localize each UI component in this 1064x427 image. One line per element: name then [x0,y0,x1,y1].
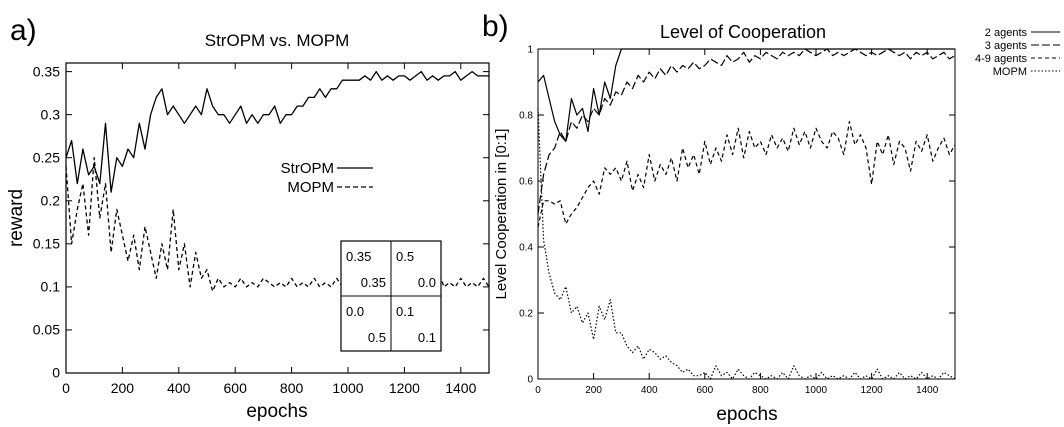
legend-b-entry-label: MOPM [993,66,1027,78]
chart-b-x-axis: 0 200 400 600 800 1000 1200 1400 [535,49,939,396]
series-line-mopm [537,108,956,380]
y-tick-label: 0.25 [33,149,60,165]
y-tick-label: 1 [527,44,533,55]
series-line-mopm [65,157,490,292]
chart-a-x-label: epochs [246,401,307,422]
payoff-cell-bottom: 0.1 [418,330,436,345]
y-tick-label: 0 [527,374,533,385]
panel-b: b) Level of Cooperation 0 0.2 0.4 0.6 0.8 1 0… [482,10,1060,425]
x-tick-label: 1200 [389,380,420,396]
payoff-cell-top: 0.1 [396,304,414,319]
y-tick-label: 0.05 [33,322,60,338]
chart-a-x-axis: 0 200 400 600 800 1000 1200 1400 [62,63,477,396]
x-tick-label: 1200 [860,385,883,396]
x-tick-label: 1000 [332,380,363,396]
legend-b-entry-label: 3 agents [985,40,1028,52]
payoff-cell-top: 0.0 [346,304,364,319]
chart-a-y-axis: 0 0.05 0.1 0.15 0.2 0.25 0.3 0.35 [33,63,489,381]
chart-a-y-label: reward [6,189,27,247]
payoff-cell-bottom: 0.35 [361,275,386,290]
y-tick-label: 0.8 [519,110,533,121]
y-tick-label: 0 [52,365,60,381]
chart-b-x-label: epochs [716,404,777,425]
chart-a-title: StrOPM vs. MOPM [205,31,350,50]
chart-b-plot-frame [537,48,956,380]
x-tick-label: 800 [752,385,769,396]
y-tick-label: 0.2 [41,192,61,208]
y-tick-label: 0.3 [41,106,61,122]
y-tick-label: 0.6 [519,176,533,187]
x-tick-label: 0 [62,380,70,396]
x-tick-label: 400 [641,385,658,396]
x-tick-label: 400 [167,380,191,396]
chart-b-title: Level of Cooperation [660,22,826,42]
payoff-inset: 0.35 0.35 0.5 0.0 0.0 0.5 0.1 0.1 [340,240,442,352]
series-line-4-9-agents [537,120,956,228]
x-tick-label: 600 [696,385,713,396]
y-tick-label: 0.15 [33,236,60,252]
x-tick-label: 200 [111,380,135,396]
legend-b-entry-label: 4-9 agents [975,53,1027,65]
x-tick-label: 1400 [916,385,939,396]
panel-a: a) StrOPM vs. MOPM 0 0.05 0.1 0.15 0.2 0.25 0.… [6,14,490,422]
chart-a-plot-frame [65,62,490,374]
chart-b-y-label: Level Cooperation in [0:1] [493,129,510,300]
chart-b-legend: 2 agents 3 agents 4-9 agents MOPM [975,27,1060,78]
chart-a-legend: StrOPM MOPM [281,160,373,196]
series-line-2-agents [537,48,955,142]
series-line-3-agents [537,48,956,215]
payoff-cell-bottom: 0.0 [418,275,436,290]
chart-b-y-axis: 0 0.2 0.4 0.6 0.8 1 [519,44,955,385]
payoff-cell-top: 0.5 [396,249,414,264]
x-tick-label: 600 [224,380,248,396]
x-tick-label: 0 [535,385,541,396]
legend-b-entry-label: 2 agents [985,27,1028,39]
y-tick-label: 0.1 [41,279,61,295]
y-tick-label: 0.2 [519,308,533,319]
payoff-cell-bottom: 0.5 [368,330,386,345]
x-tick-label: 1400 [445,380,476,396]
legend-a-entry-label: StrOPM [281,160,334,177]
x-tick-label: 1000 [805,385,828,396]
legend-a-entry-label: MOPM [287,179,334,196]
chart-b-series [537,48,956,380]
x-tick-label: 800 [280,380,304,396]
panel-b-label: b) [482,10,509,43]
payoff-cell-top: 0.35 [346,249,371,264]
x-tick-label: 200 [585,385,602,396]
series-line-stropm [65,70,489,193]
panel-a-label: a) [10,14,37,47]
y-tick-label: 0.35 [33,63,60,79]
chart-a-series [65,70,490,292]
y-tick-label: 0.4 [519,242,533,253]
